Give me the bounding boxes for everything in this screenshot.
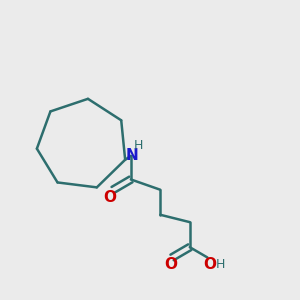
Text: H: H bbox=[216, 258, 225, 271]
Text: H: H bbox=[134, 139, 143, 152]
Text: O: O bbox=[164, 257, 177, 272]
Text: N: N bbox=[126, 148, 139, 164]
Text: O: O bbox=[104, 190, 117, 205]
Text: O: O bbox=[203, 257, 216, 272]
